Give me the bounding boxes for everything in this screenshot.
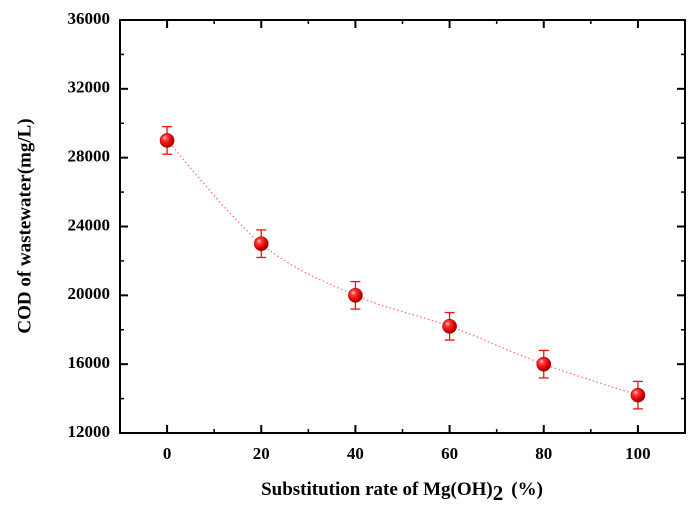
plot-frame	[119, 19, 686, 434]
data-point	[630, 387, 646, 403]
x-axis-title-subscript: 2	[493, 481, 504, 505]
x-axis-title-main: Substitution rate of Mg(OH)	[261, 479, 493, 500]
error-bars	[162, 126, 643, 410]
trend-line	[166, 140, 639, 396]
y-tick-label: 36000	[68, 9, 111, 28]
x-tick-label: 40	[347, 444, 364, 463]
data-point	[442, 319, 457, 334]
axis-ticks	[120, 19, 685, 434]
y-tick-label: 28000	[68, 147, 111, 166]
data-point	[253, 236, 269, 252]
x-axis-title: Substitution rate of Mg(OH)2 (%)	[261, 479, 543, 505]
y-tick-label: 32000	[68, 78, 111, 97]
data-points	[159, 133, 646, 403]
y-axis-title: COD of wastewater(mg/L)	[14, 118, 35, 333]
x-tick-label: 100	[625, 444, 651, 463]
data-point	[348, 288, 363, 303]
x-tick-labels: 0 20 40 60 80 100	[163, 444, 651, 463]
x-axis-title-unit: (%)	[511, 479, 543, 500]
x-tick-label: 0	[163, 444, 172, 463]
y-tick-labels: 12000 16000 20000 24000 28000 32000 36000	[68, 9, 111, 441]
data-point	[536, 356, 552, 372]
x-tick-label: 20	[253, 444, 270, 463]
y-tick-label: 24000	[68, 215, 111, 234]
y-tick-label: 16000	[68, 353, 111, 372]
y-tick-label: 12000	[68, 422, 111, 441]
data-point	[159, 133, 175, 148]
x-tick-label: 80	[535, 444, 552, 463]
y-tick-label: 20000	[68, 284, 111, 303]
x-tick-label: 60	[441, 444, 458, 463]
